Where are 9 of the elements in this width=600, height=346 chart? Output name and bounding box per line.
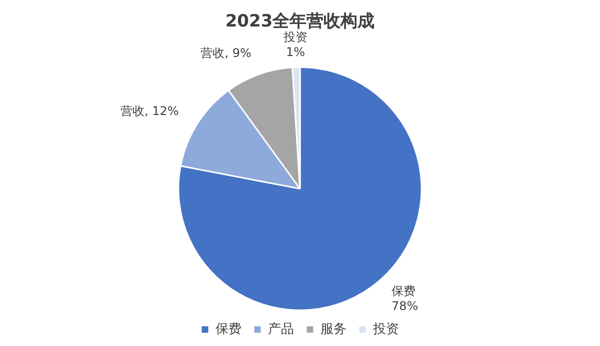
legend-label: 保费 [216, 322, 242, 337]
legend-label: 产品 [268, 322, 294, 337]
data-label: 营收, 12% [120, 104, 179, 118]
data-label: 保费 78% [392, 284, 418, 313]
legend-label: 投资 [372, 322, 399, 337]
data-label: 投资 1% [282, 30, 308, 59]
chart-title: 2023全年营收构成 [225, 12, 375, 32]
legend-label: 服务 [320, 322, 346, 337]
data-label: 营收, 9% [200, 46, 252, 60]
